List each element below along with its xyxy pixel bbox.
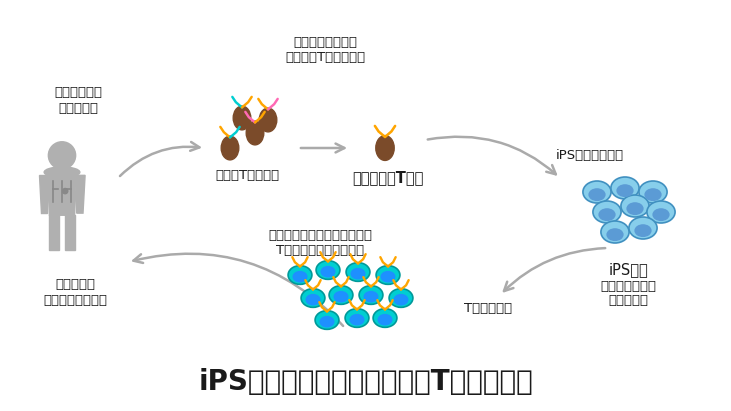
Text: T細胞が大量に得られる: T細胞が大量に得られる — [276, 243, 364, 256]
Ellipse shape — [373, 309, 397, 327]
Ellipse shape — [607, 229, 623, 240]
Ellipse shape — [233, 106, 251, 130]
Ellipse shape — [334, 291, 348, 302]
Text: 無限に増殖する: 無限に増殖する — [600, 279, 656, 293]
Ellipse shape — [315, 311, 339, 329]
Ellipse shape — [599, 209, 615, 220]
Ellipse shape — [345, 309, 369, 327]
Ellipse shape — [601, 221, 629, 243]
Text: T細胞を再生: T細胞を再生 — [464, 302, 512, 314]
Ellipse shape — [321, 267, 335, 277]
Ellipse shape — [260, 108, 277, 132]
Ellipse shape — [288, 266, 312, 284]
Ellipse shape — [635, 225, 651, 236]
Text: 多様なT細胞集団: 多様なT細胞集団 — [215, 169, 279, 182]
Polygon shape — [50, 215, 59, 250]
Ellipse shape — [359, 286, 383, 305]
Circle shape — [63, 189, 68, 194]
Ellipse shape — [589, 189, 605, 200]
Text: iPS細胞: iPS細胞 — [608, 263, 648, 277]
Ellipse shape — [221, 136, 239, 160]
Ellipse shape — [611, 177, 639, 199]
Ellipse shape — [376, 266, 400, 284]
Text: iPS細胞を用いた治療用再生T細胞の作製: iPS細胞を用いた治療用再生T細胞の作製 — [199, 368, 534, 396]
Text: 反応性のT細胞を分離: 反応性のT細胞を分離 — [285, 51, 365, 64]
Polygon shape — [48, 170, 77, 215]
Ellipse shape — [593, 201, 621, 223]
Ellipse shape — [653, 209, 669, 220]
Text: 能力を持つ: 能力を持つ — [608, 293, 648, 307]
Ellipse shape — [617, 185, 633, 196]
Ellipse shape — [44, 167, 80, 178]
Ellipse shape — [301, 289, 325, 307]
Ellipse shape — [629, 217, 657, 239]
Ellipse shape — [346, 263, 370, 282]
Text: 機能的に若返ったがん特異的: 機能的に若返ったがん特異的 — [268, 229, 372, 242]
Ellipse shape — [329, 286, 353, 305]
Ellipse shape — [378, 314, 392, 325]
Ellipse shape — [306, 295, 319, 305]
Ellipse shape — [316, 261, 340, 279]
Ellipse shape — [351, 269, 365, 279]
Ellipse shape — [639, 181, 667, 203]
Ellipse shape — [647, 201, 675, 223]
Text: がん特異的T細胞: がん特異的T細胞 — [352, 171, 424, 185]
Ellipse shape — [246, 121, 264, 145]
Ellipse shape — [376, 136, 394, 160]
Text: 検体を採取: 検体を採取 — [58, 102, 98, 115]
Ellipse shape — [583, 181, 611, 203]
Ellipse shape — [320, 316, 334, 327]
Ellipse shape — [621, 195, 649, 217]
Polygon shape — [39, 175, 48, 213]
Ellipse shape — [381, 272, 395, 282]
Ellipse shape — [627, 203, 643, 215]
Ellipse shape — [389, 289, 413, 307]
Ellipse shape — [293, 272, 307, 282]
Text: がん免疫細胞治療: がん免疫細胞治療 — [43, 293, 107, 307]
Text: がん細胞・抗原に: がん細胞・抗原に — [293, 35, 357, 48]
Ellipse shape — [364, 291, 378, 302]
Text: 移植による: 移植による — [55, 279, 95, 291]
Ellipse shape — [645, 189, 661, 200]
Polygon shape — [77, 175, 85, 213]
Ellipse shape — [350, 314, 364, 325]
Ellipse shape — [394, 295, 408, 305]
Text: iPS細胞へ初期化: iPS細胞へ初期化 — [556, 148, 624, 162]
Circle shape — [48, 142, 75, 169]
Text: がん患者から: がん患者から — [54, 85, 102, 99]
Polygon shape — [65, 215, 75, 250]
